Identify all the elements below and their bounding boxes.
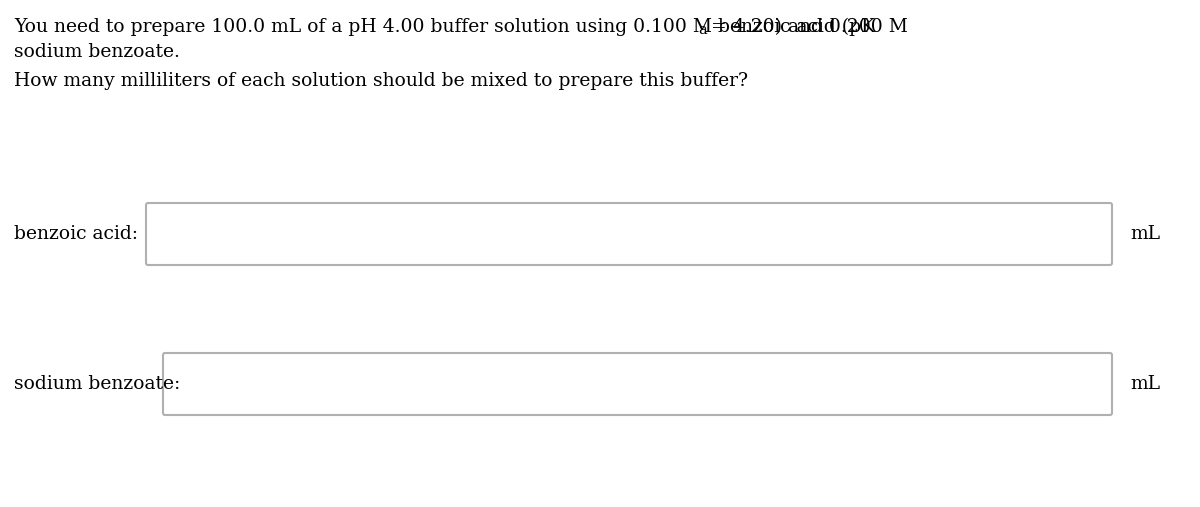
Text: sodium benzoate:: sodium benzoate: [14, 375, 180, 393]
FancyBboxPatch shape [163, 353, 1112, 415]
Text: You need to prepare 100.0 mL of a pH 4.00 buffer solution using 0.100 M benzoic : You need to prepare 100.0 mL of a pH 4.0… [14, 18, 875, 36]
Text: sodium benzoate.: sodium benzoate. [14, 43, 180, 61]
Text: mL: mL [1130, 375, 1160, 393]
Text: a: a [698, 23, 707, 37]
Text: mL: mL [1130, 225, 1160, 243]
Text: benzoic acid:: benzoic acid: [14, 225, 138, 243]
Text: = 4.20) and 0.200 M: = 4.20) and 0.200 M [706, 18, 908, 36]
FancyBboxPatch shape [146, 203, 1112, 265]
Text: How many milliliters of each solution should be mixed to prepare this buffer?: How many milliliters of each solution sh… [14, 72, 748, 90]
